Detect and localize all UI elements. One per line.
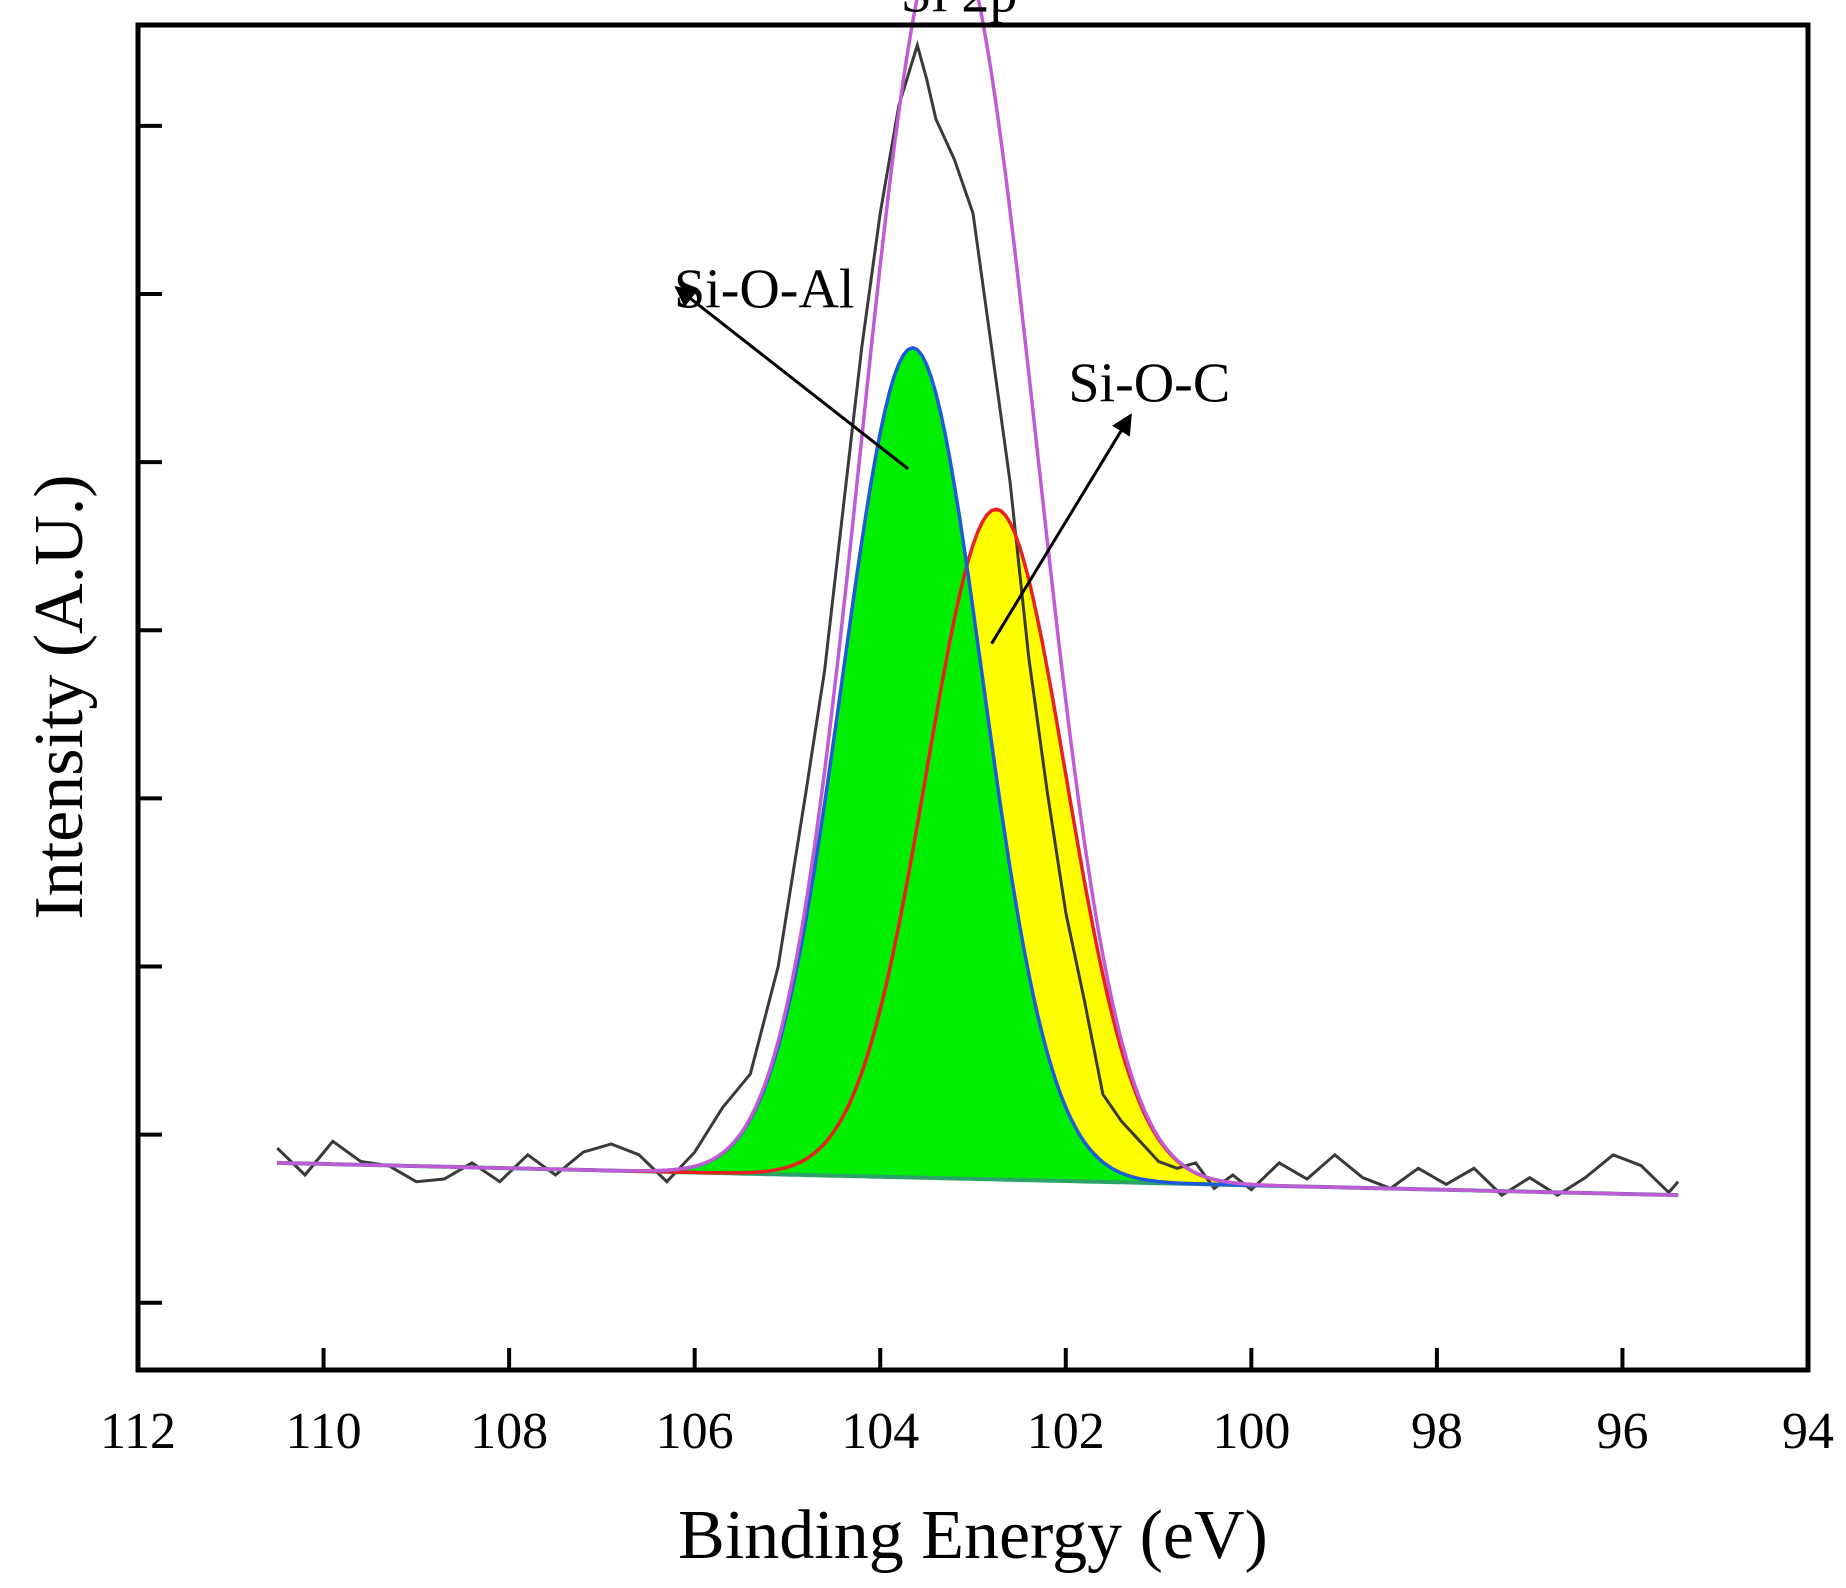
x-tick-label: 98	[1411, 1403, 1463, 1460]
plot-frame	[135, 22, 1811, 1373]
peak-annotations: Si 2p Si-O-Al Si-O-C	[674, 0, 1230, 645]
x-tick-label: 110	[286, 1403, 362, 1460]
annotation-arrow	[990, 413, 1133, 645]
x-tick-label: 94	[1782, 1403, 1834, 1460]
si-o-al-fill	[277, 347, 1679, 1196]
x-tick-labels: 112 110 108 106 104 102 100 98 96 94	[100, 1403, 1834, 1460]
y-axis-title: Intensity (A.U.)	[21, 474, 98, 919]
annotation-arrow	[674, 285, 909, 471]
x-tick-label: 100	[1212, 1403, 1290, 1460]
x-tick-label: 106	[656, 1403, 734, 1460]
x-axis-title: Binding Energy (eV)	[678, 1497, 1268, 1574]
annotation-label: Si-O-C	[1068, 353, 1230, 415]
x-tick-label: 102	[1027, 1403, 1105, 1460]
annotation-label: Si-O-Al	[674, 258, 854, 320]
series-lines	[276, 0, 1680, 1198]
x-tick-label: 104	[841, 1403, 919, 1460]
raw-data-line	[276, 39, 1680, 1198]
x-tick-label: 112	[100, 1403, 176, 1460]
component-fills	[277, 347, 1679, 1196]
axis-ticks	[136, 123, 1810, 1370]
x-tick-label: 96	[1596, 1403, 1648, 1460]
annotation-label: Si 2p	[901, 0, 1018, 25]
x-tick-label: 108	[470, 1403, 548, 1460]
envelope-line	[277, 0, 1679, 1197]
